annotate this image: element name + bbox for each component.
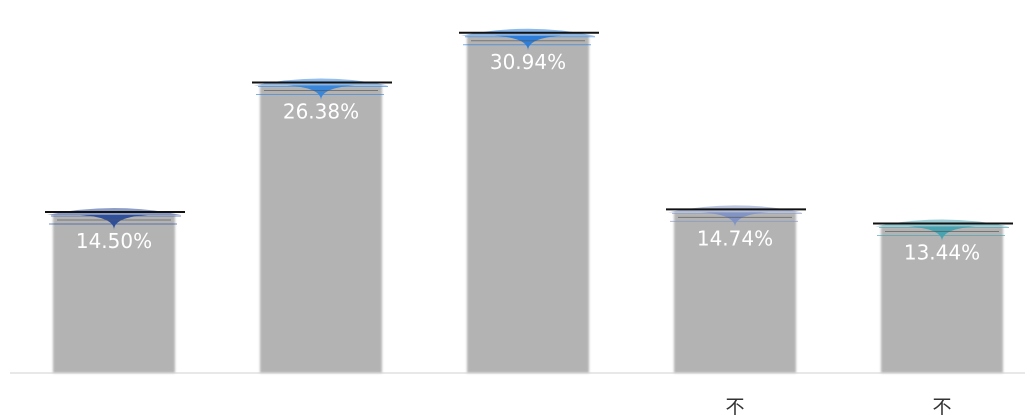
bar-group: 30.94% xyxy=(459,28,599,374)
x-tick-label: 不 xyxy=(932,396,951,415)
bar-group: 14.50% xyxy=(45,207,185,373)
bar xyxy=(881,226,1003,373)
bar xyxy=(674,212,796,373)
bar-cap-drop xyxy=(80,214,148,230)
bars-layer: 14.50% 26.38% 30.94% 14.74% 13.44% xyxy=(45,28,1013,374)
bar-data-label: 13.44% xyxy=(904,241,980,265)
bar xyxy=(260,85,382,373)
bar-cap-drop xyxy=(287,85,355,101)
bar-group: 13.44% xyxy=(873,219,1013,373)
bar xyxy=(53,214,175,373)
x-tick-labels: 不不 xyxy=(725,396,951,415)
x-tick-label: 不 xyxy=(725,396,744,415)
bar-cap-drop xyxy=(908,226,976,242)
bar-group: 14.74% xyxy=(666,205,806,373)
bar-data-label: 26.38% xyxy=(283,99,359,123)
bar xyxy=(467,35,589,374)
bar-data-label: 14.74% xyxy=(697,226,773,250)
bar-group: 26.38% xyxy=(252,78,392,373)
bar-data-label: 14.50% xyxy=(76,229,152,253)
bar-cap-drop xyxy=(701,212,769,228)
bar-cap-drop xyxy=(494,35,562,51)
bar-data-label: 30.94% xyxy=(490,50,566,74)
